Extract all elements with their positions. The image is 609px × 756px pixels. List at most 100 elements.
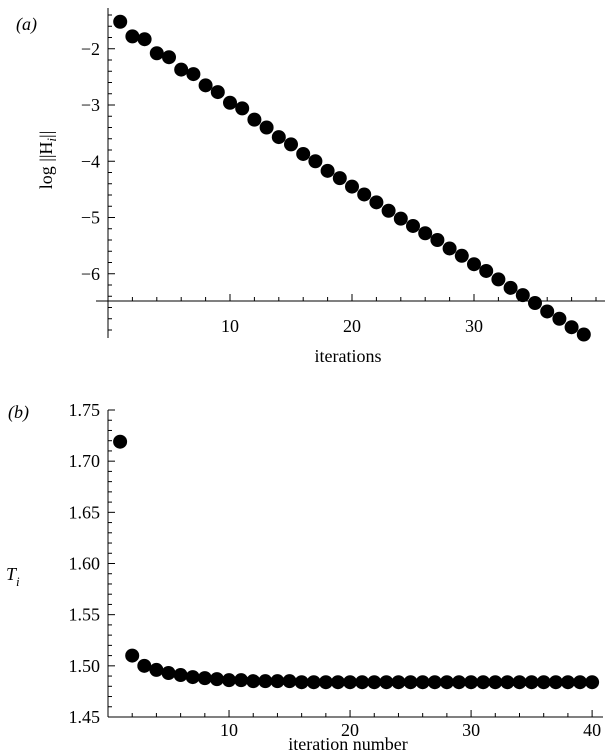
panel-a-data-point (113, 14, 128, 29)
panel-b-x-tick-label: 20 (341, 720, 359, 740)
panel-a-data-point (418, 226, 433, 241)
panel-b-data-point (306, 675, 321, 690)
panel-b: (b) Ti iteration number 1.45 1.50 1.55 1.60… (6, 400, 603, 754)
panel-a-ylabel: log ||Hi|| (36, 131, 59, 190)
panel-a-data-point (540, 304, 555, 319)
panel-b-data-point (258, 674, 273, 689)
panel-b-data-point (282, 674, 297, 689)
panel-a-data-point (479, 263, 494, 278)
panel-a-data-point (442, 241, 457, 256)
panel-a-data-point (369, 195, 384, 210)
panel-a-data-point (564, 320, 579, 335)
panel-b-y-tick-label: 1.50 (69, 656, 101, 676)
panel-a-data-point (186, 67, 201, 82)
panel-a-data-point (247, 112, 262, 127)
panel-b-data-point (149, 662, 164, 677)
panel-b-data-point (500, 675, 515, 690)
panel-a-data-point (259, 120, 274, 135)
panel-a-data-point (503, 280, 518, 295)
panel-b-data-point (209, 672, 224, 687)
panel-b-y-tick-label: 1.70 (69, 451, 101, 471)
panel-b-ylabel: Ti (6, 564, 20, 589)
panel-a-data-point (552, 311, 567, 326)
panel-b-data-point (391, 675, 406, 690)
panel-b-data-point (427, 675, 442, 690)
panel-a-data-point (357, 187, 372, 202)
panel-b-data-point (294, 675, 309, 690)
panel-b-data-point (560, 675, 575, 690)
panel-a-data-point (137, 32, 152, 47)
panel-a-ylabel-sub: i (44, 138, 59, 142)
panel-a-y-tick-label: −3 (81, 95, 100, 115)
panel-a-x-tick-label: 30 (465, 316, 483, 336)
panel-a-data-point (149, 46, 164, 61)
panel-b-ylabel-sub: i (16, 574, 20, 589)
panel-b-y-tick-label: 1.65 (69, 502, 101, 522)
panel-a-data-point (271, 130, 286, 145)
panel-b-data-point (476, 675, 491, 690)
panel-b-data-point (488, 675, 503, 690)
panel-b-data-point (585, 675, 600, 690)
panel-b-data-point (367, 675, 382, 690)
panel-b-data-point (415, 675, 430, 690)
panel-b-label: (b) (8, 402, 29, 423)
panel-b-data-point (113, 434, 128, 449)
panel-b-data-point (548, 675, 563, 690)
panel-b-y-tick-label: 1.60 (69, 554, 101, 574)
panel-b-data-point (185, 670, 200, 685)
panel-b-data-point (403, 675, 418, 690)
panel-b-data-point (464, 675, 479, 690)
panel-a-data-point (308, 154, 323, 169)
panel-a-data-point (345, 179, 359, 194)
panel-a-label: (a) (16, 14, 37, 35)
panel-b-data-point (234, 673, 249, 688)
panel-a: (a) log ||Hi|| iterations −2 −3 −4 −5 −6 10 20… (16, 8, 605, 366)
panel-a-x-tick-label: 10 (221, 316, 239, 336)
panel-a-data-point (491, 272, 506, 287)
panel-a-data-point (393, 211, 408, 226)
panel-b-data-point (161, 665, 176, 680)
panel-a-data-point (515, 288, 530, 303)
panel-b-data-point (125, 648, 140, 663)
panel-b-x-tick-label: 30 (462, 720, 480, 740)
panel-a-data-point (467, 257, 481, 272)
panel-a-data-point (162, 50, 176, 65)
panel-b-data-point (197, 671, 212, 686)
panel-b-data-point (343, 675, 358, 690)
panel-b-ylabel-prefix: T (6, 564, 18, 584)
panel-b-data-point (573, 675, 588, 690)
panel-b-data-point (330, 675, 345, 690)
panel-a-data-point (223, 95, 237, 110)
panel-a-y-tick-label: −4 (81, 151, 100, 171)
panel-a-y-tick-label: −2 (81, 39, 100, 59)
panel-a-data-point (430, 233, 445, 247)
panel-a-data-point (406, 218, 420, 233)
panel-b-data-point (173, 668, 188, 683)
panel-b-data-point (137, 658, 152, 673)
panel-a-y-tick-label: −6 (81, 264, 100, 284)
panel-a-data-point (454, 248, 469, 263)
panel-a-data-point (210, 85, 225, 100)
panel-a-data-point (296, 146, 311, 161)
panel-a-plot: −2 −3 −4 −5 −6 10 20 30 (81, 8, 605, 342)
panel-a-ylabel-prefix: log ||H (36, 142, 56, 190)
panel-a-data-point (320, 163, 335, 178)
panel-a-x-tick-label: 20 (343, 316, 361, 336)
panel-a-data-point (174, 62, 189, 77)
panel-a-data-point (198, 78, 213, 93)
panel-b-xlabel: iteration number (288, 734, 407, 754)
panel-a-data-point (235, 101, 250, 116)
panel-b-data-point (439, 675, 454, 690)
panel-a-ylabel-suffix: || (36, 131, 56, 138)
panel-b-plot: 1.45 1.50 1.55 1.60 1.65 1.70 1.75 10 20 30 40 (69, 400, 603, 740)
panel-a-xlabel: iterations (315, 346, 382, 366)
panel-b-data-point (222, 673, 237, 688)
panel-a-data-point (528, 296, 542, 310)
panel-b-x-tick-label: 40 (583, 720, 601, 740)
panel-b-y-tick-label: 1.55 (69, 605, 101, 625)
panel-b-x-tick-label: 10 (220, 720, 238, 740)
panel-b-data-point (246, 674, 261, 689)
panel-b-data-point (355, 675, 370, 690)
panel-a-data-point (576, 327, 591, 342)
